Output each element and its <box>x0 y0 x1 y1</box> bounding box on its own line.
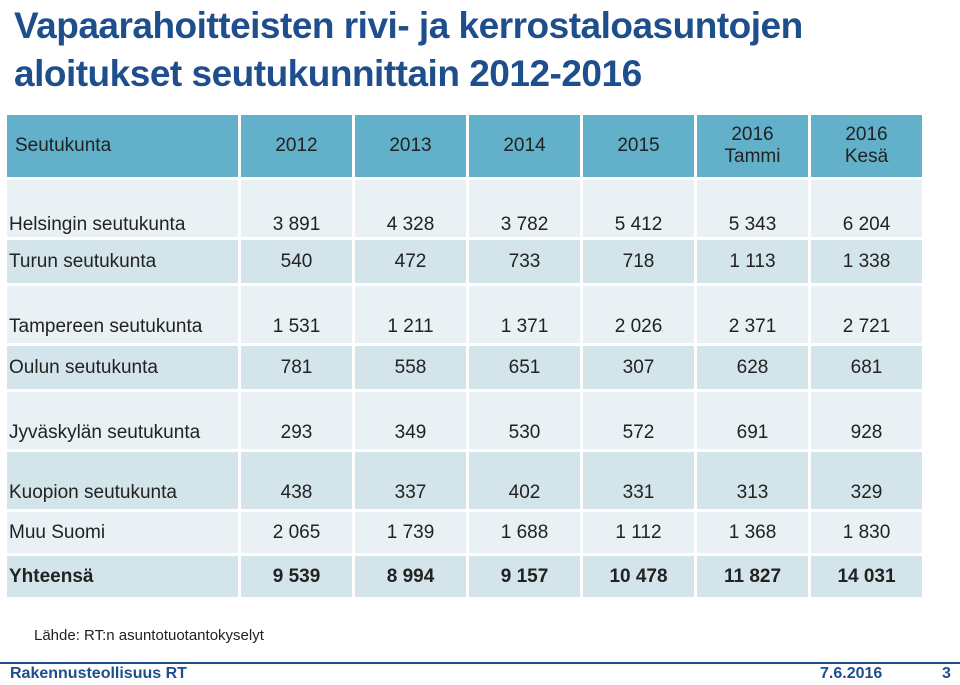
table-cell: 6 204 <box>811 177 922 237</box>
total-cell: 10 478 <box>583 553 694 597</box>
table-row: Helsingin seutukunta 3 891 4 328 3 782 5… <box>7 177 922 237</box>
table-cell: 402 <box>469 449 580 509</box>
table-row: Turun seutukunta 540 472 733 718 1 113 1… <box>7 237 922 283</box>
column-header-2015: 2015 <box>583 115 694 177</box>
footer-date: 7.6.2016 <box>820 665 883 682</box>
source-note: Lähde: RT:n asuntotuotantokyselyt <box>34 627 264 644</box>
total-cell: 14 031 <box>811 553 922 597</box>
table-cell: 1 739 <box>355 509 466 553</box>
page-number: 3 <box>942 665 951 682</box>
table-cell: 5 343 <box>697 177 808 237</box>
table-cell: 472 <box>355 237 466 283</box>
table-header-row: Seutukunta 2012 2013 2014 2015 2016 Tammi… <box>7 115 922 177</box>
table-cell: 331 <box>583 449 694 509</box>
table-cell: 1 830 <box>811 509 922 553</box>
table-cell: 438 <box>241 449 352 509</box>
footer-divider <box>0 662 960 664</box>
table-cell: 928 <box>811 389 922 449</box>
table-cell: 651 <box>469 343 580 389</box>
column-header-2016-tammi: 2016 Tammi <box>697 115 808 177</box>
row-label: Jyväskylän seutukunta <box>7 389 238 449</box>
table-cell: 781 <box>241 343 352 389</box>
row-label: Helsingin seutukunta <box>7 177 238 237</box>
table-cell: 540 <box>241 237 352 283</box>
table-cell: 681 <box>811 343 922 389</box>
table-cell: 1 368 <box>697 509 808 553</box>
table-cell: 530 <box>469 389 580 449</box>
table-cell: 349 <box>355 389 466 449</box>
starts-table: Seutukunta 2012 2013 2014 2015 2016 Tammi… <box>4 115 925 597</box>
column-header-2014: 2014 <box>469 115 580 177</box>
table-cell: 2 065 <box>241 509 352 553</box>
column-header-region: Seutukunta <box>7 115 238 177</box>
slide-title: Vapaarahoitteisten rivi- ja kerrostaloas… <box>14 2 954 98</box>
table-row: Muu Suomi 2 065 1 739 1 688 1 112 1 368 … <box>7 509 922 553</box>
table-cell: 3 891 <box>241 177 352 237</box>
row-label: Kuopion seutukunta <box>7 449 238 509</box>
table-cell: 572 <box>583 389 694 449</box>
table-cell: 1 531 <box>241 283 352 343</box>
table-cell: 628 <box>697 343 808 389</box>
table-row: Tampereen seutukunta 1 531 1 211 1 371 2… <box>7 283 922 343</box>
footer-organization: Rakennusteollisuus RT <box>10 665 187 682</box>
row-label: Oulun seutukunta <box>7 343 238 389</box>
total-label: Yhteensä <box>7 553 238 597</box>
table-cell: 2 026 <box>583 283 694 343</box>
table-cell: 1 113 <box>697 237 808 283</box>
table-cell: 3 782 <box>469 177 580 237</box>
table-cell: 2 721 <box>811 283 922 343</box>
slide-title-line-1: Vapaarahoitteisten rivi- ja kerrostaloas… <box>14 5 803 46</box>
total-cell: 11 827 <box>697 553 808 597</box>
table-cell: 293 <box>241 389 352 449</box>
column-header-2013: 2013 <box>355 115 466 177</box>
table-cell: 307 <box>583 343 694 389</box>
table-cell: 5 412 <box>583 177 694 237</box>
total-cell: 9 157 <box>469 553 580 597</box>
table-cell: 4 328 <box>355 177 466 237</box>
total-cell: 9 539 <box>241 553 352 597</box>
table-cell: 1 211 <box>355 283 466 343</box>
table-cell: 1 371 <box>469 283 580 343</box>
column-header-2012: 2012 <box>241 115 352 177</box>
column-header-2016-kesa: 2016 Kesä <box>811 115 922 177</box>
table-cell: 2 371 <box>697 283 808 343</box>
total-cell: 8 994 <box>355 553 466 597</box>
table-cell: 313 <box>697 449 808 509</box>
table-cell: 1 688 <box>469 509 580 553</box>
table-cell: 329 <box>811 449 922 509</box>
table-row: Kuopion seutukunta 438 337 402 331 313 3… <box>7 449 922 509</box>
table-row: Jyväskylän seutukunta 293 349 530 572 69… <box>7 389 922 449</box>
row-label: Tampereen seutukunta <box>7 283 238 343</box>
table-row: Oulun seutukunta 781 558 651 307 628 681 <box>7 343 922 389</box>
table-total-row: Yhteensä 9 539 8 994 9 157 10 478 11 827… <box>7 553 922 597</box>
row-label: Turun seutukunta <box>7 237 238 283</box>
table-cell: 1 112 <box>583 509 694 553</box>
table-cell: 733 <box>469 237 580 283</box>
row-label: Muu Suomi <box>7 509 238 553</box>
slide-title-line-2: aloitukset seutukunnittain 2012-2016 <box>14 53 642 94</box>
table-cell: 1 338 <box>811 237 922 283</box>
table-cell: 691 <box>697 389 808 449</box>
table-cell: 337 <box>355 449 466 509</box>
table-cell: 558 <box>355 343 466 389</box>
table-cell: 718 <box>583 237 694 283</box>
